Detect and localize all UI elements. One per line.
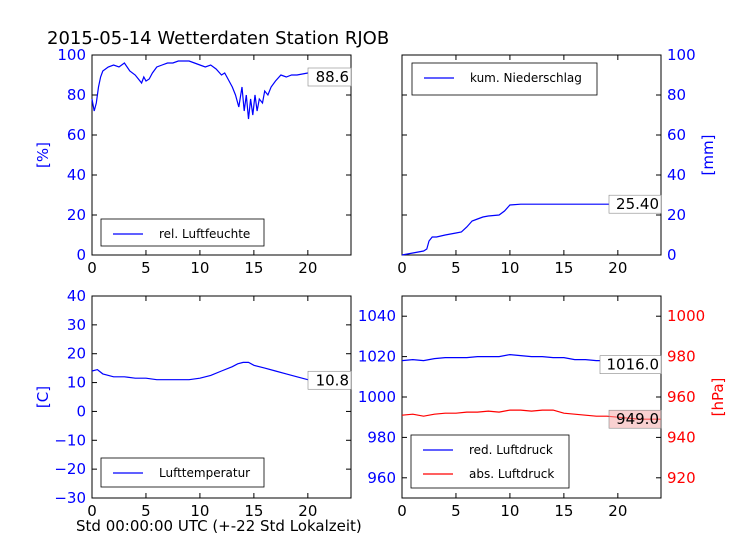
x-tick-label: 15 (244, 502, 263, 520)
legend: rel. Luftfeuchte (100, 218, 265, 247)
x-tick-label: 15 (244, 259, 263, 277)
y-tick-label: 20 (67, 345, 86, 363)
plot-frame (91, 295, 352, 499)
y-tick-label: 40 (67, 287, 86, 305)
y-tick-label: 20 (67, 206, 86, 224)
x-tick-label: 15 (554, 259, 573, 277)
x-tick-label: 5 (141, 259, 151, 277)
y-tick-label: 960 (367, 469, 396, 487)
last-value-background (307, 370, 352, 390)
y-tick-label: 1000 (358, 388, 396, 406)
last-value-label: 949.0 (616, 410, 659, 428)
x-tick-label: 5 (451, 259, 461, 277)
y-tick-label: 60 (667, 126, 686, 144)
x-tick-label: 5 (141, 502, 151, 520)
y-tick-label: 40 (67, 166, 86, 184)
y-tick-label: 100 (57, 46, 86, 64)
legend-entry-label: kum. Niederschlag (470, 71, 582, 85)
y-tick-label: 0 (76, 246, 86, 264)
panel-top-left: 0 5 10 15 20 0 20 40 60 80 100 [%] 88.6 rel. Luftfeuc… (34, 46, 352, 277)
y2-tick-label: 960 (667, 388, 696, 406)
y2-tick-label: 1000 (667, 307, 705, 325)
panel-top-right: 0 5 10 15 20 0 20 40 60 80 100 [mm] 25.40 kum. Nieder… (397, 46, 717, 277)
y-tick-label: 30 (67, 316, 86, 334)
y-axis-label: [mm] (699, 135, 717, 176)
last-value-label: 1016.0 (607, 356, 660, 374)
plot-frame (91, 54, 352, 256)
series-line-Lufttemperatur (91, 361, 351, 381)
series-line-rel. Luftfeuchte (91, 60, 352, 120)
legend-entry-label: abs. Luftdruck (469, 467, 554, 481)
last-value-box: 88.6 (307, 67, 352, 87)
last-value-box: 25.40 (608, 194, 662, 214)
y-tick-label: −10 (54, 431, 86, 449)
last-value-box: 10.8 (307, 370, 352, 390)
x-tick-label: 0 (87, 502, 97, 520)
legend-box (410, 434, 570, 489)
last-value-label: 88.6 (316, 68, 349, 86)
y-axis-label: [%] (34, 142, 52, 168)
last-value-label: 10.8 (316, 371, 349, 389)
last-value-background (599, 355, 662, 374)
last-value-background (307, 67, 352, 87)
y2-tick-label: 920 (667, 469, 696, 487)
figure-title: 2015-05-14 Wetterdaten Station RJOB (47, 28, 389, 49)
y-tick-label: 80 (667, 86, 686, 104)
legend-entry-label: rel. Luftfeuchte (159, 227, 250, 241)
panel-bottom-right: 0 5 10 15 20 960 980 1000 1020 1040 920 940 960 980 10… (358, 295, 727, 520)
x-tick-label: 5 (451, 502, 461, 520)
last-value-label: 25.40 (616, 195, 659, 213)
legend-entry-label: Lufttemperatur (159, 466, 250, 480)
legend-box (100, 218, 265, 247)
y2-tick-label: 940 (667, 428, 696, 446)
x-tick-label: 10 (190, 259, 209, 277)
y-tick-label: 20 (667, 206, 686, 224)
y2-tick-label: 980 (667, 348, 696, 366)
y-tick-label: 60 (67, 126, 86, 144)
y-tick-label: 40 (667, 166, 686, 184)
x-tick-label: 0 (397, 502, 407, 520)
legend: red. Luftdruck abs. Luftdruck (410, 434, 570, 489)
x-tick-label: 20 (608, 502, 627, 520)
x-tick-label: 0 (87, 259, 97, 277)
plot-frame (401, 54, 662, 256)
y2-axis-label: [hPa] (709, 378, 727, 417)
y-tick-label: 10 (67, 374, 86, 392)
y-tick-label: 0 (76, 402, 86, 420)
last-value-box: 949.0 (608, 409, 662, 429)
last-value-background (608, 409, 662, 429)
x-tick-label: 20 (608, 259, 627, 277)
panel-bottom-left: 0 5 10 15 20 −30 −20 −10 0 10 20 30 40 [C] 10.8 Lufttem… (34, 287, 352, 520)
x-tick-label: 10 (500, 259, 519, 277)
x-tick-label: 20 (298, 502, 317, 520)
x-tick-label: 10 (190, 502, 209, 520)
y-tick-label: 1040 (358, 307, 396, 325)
last-value-background (608, 194, 662, 214)
y-tick-label: 80 (67, 86, 86, 104)
x-tick-label: 20 (298, 259, 317, 277)
x-tick-label: 15 (554, 502, 573, 520)
legend: kum. Niederschlag (411, 62, 598, 96)
legend-entry-label: red. Luftdruck (469, 443, 553, 457)
x-tick-label: 0 (397, 259, 407, 277)
y-tick-label: 0 (667, 246, 677, 264)
y-axis-label: [C] (34, 386, 52, 408)
legend: Lufttemperatur (100, 457, 265, 488)
y-tick-label: 100 (667, 46, 696, 64)
y-tick-label: 1020 (358, 348, 396, 366)
x-tick-label: 10 (500, 502, 519, 520)
last-value-box: 1016.0 (599, 355, 662, 374)
y-tick-label: −20 (54, 460, 86, 478)
y-tick-label: 980 (367, 428, 396, 446)
series-line-kum. Niederschlag (401, 203, 661, 256)
y-tick-label: −30 (54, 489, 86, 507)
x-axis-label: Std 00:00:00 UTC (+-22 Std Lokalzeit) (76, 517, 362, 535)
legend-box (411, 62, 598, 96)
